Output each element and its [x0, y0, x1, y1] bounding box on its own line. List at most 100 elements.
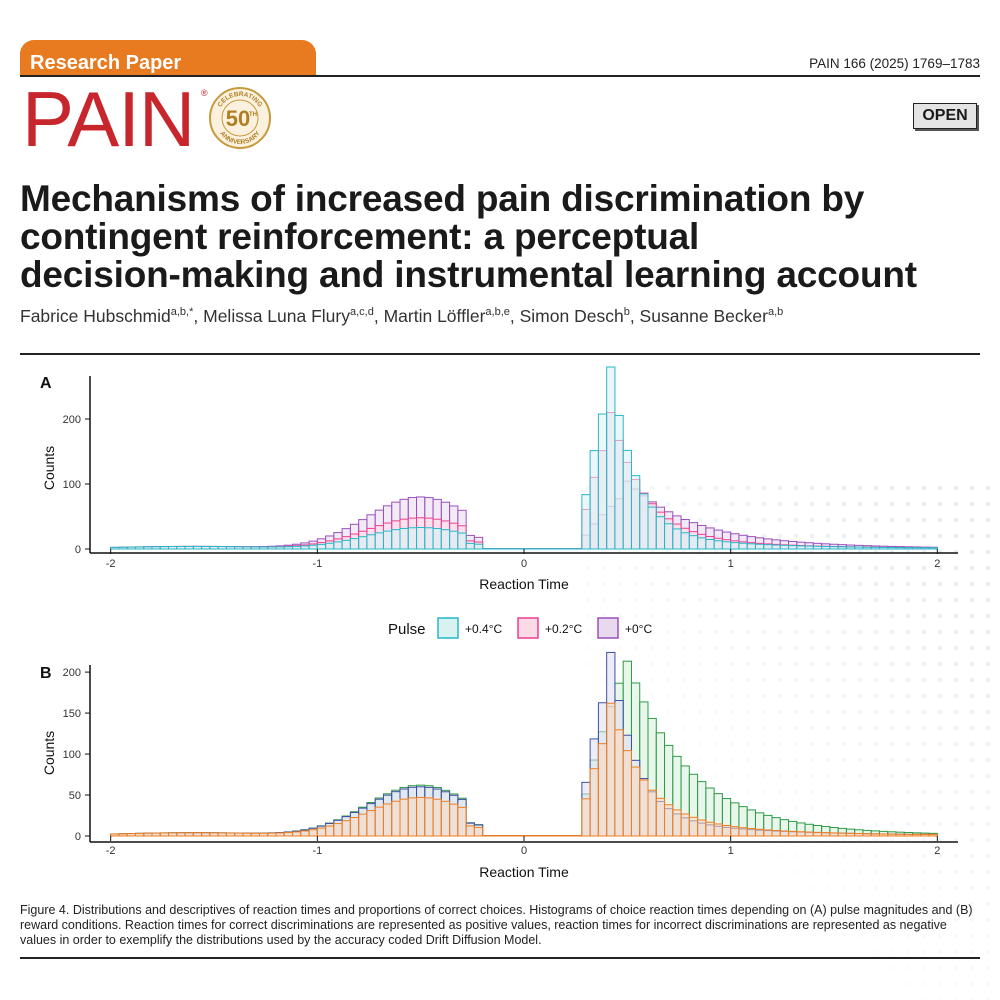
y-tick-label: 50	[69, 790, 81, 802]
legend-swatch-0	[597, 617, 619, 639]
histogram-bar	[837, 832, 847, 837]
histogram-bar	[209, 545, 219, 550]
histogram-bar	[349, 817, 360, 837]
histogram-bar	[754, 828, 765, 837]
histogram-bar	[225, 546, 236, 550]
histogram-bar	[581, 494, 591, 550]
histogram-bar	[134, 546, 145, 550]
histogram-bar	[151, 546, 161, 550]
author-separator: ,	[373, 306, 384, 326]
histogram-bar	[763, 544, 773, 550]
caption-text: Distributions and descriptives of reacti…	[20, 903, 973, 947]
histogram-bar	[143, 832, 153, 837]
histogram-bar	[473, 543, 484, 550]
x-tick-label: -1	[312, 558, 322, 570]
histogram-bar	[887, 833, 897, 837]
histogram-bar	[664, 804, 674, 837]
histogram-bar	[920, 547, 930, 550]
histogram-bar	[713, 540, 723, 550]
histogram-bar	[382, 530, 393, 550]
histogram-bar	[730, 542, 740, 550]
histogram-bar	[680, 532, 690, 550]
panel-b-label: B	[40, 665, 52, 682]
histogram-bar	[647, 506, 657, 550]
histogram-bar	[680, 813, 690, 837]
histogram-bar	[821, 545, 831, 550]
panel-b: B -2 -1 0 1 2 0 50 100 150 200 Reaction Time Coun…	[40, 651, 958, 880]
y-tick-label: 0	[75, 831, 81, 843]
author-name: Martin Löffler	[383, 306, 486, 326]
histogram-bar	[473, 826, 484, 837]
histogram-bar	[845, 546, 856, 550]
histogram-bar	[721, 824, 732, 837]
anniversary-seal-icon: CELEBRATING ANNIVERSARY 50 TH	[209, 87, 271, 149]
histogram-bar	[407, 797, 418, 837]
histogram-bar	[168, 832, 178, 837]
histogram-bar	[457, 806, 467, 837]
histogram-bar	[341, 539, 351, 550]
histogram-bar	[837, 546, 847, 550]
histogram-bar	[209, 832, 219, 837]
histogram-bar	[168, 545, 178, 550]
legend-label-02: +0.2°C	[545, 622, 582, 636]
histogram-bar	[796, 831, 806, 837]
seal-number: 50	[226, 106, 250, 131]
histogram-bar	[159, 546, 170, 550]
author-name: Fabrice Hubschmid	[20, 306, 171, 326]
histogram-bar	[151, 832, 161, 837]
title-rule	[20, 353, 980, 355]
histogram-bar	[325, 542, 335, 550]
author-separator: ,	[193, 306, 204, 326]
histogram-bar	[912, 547, 922, 550]
histogram-bar	[275, 546, 285, 550]
author-separator: ,	[509, 306, 520, 326]
histogram-bar	[217, 832, 227, 837]
histogram-bar	[870, 833, 880, 837]
x-tick-label: 1	[728, 558, 734, 570]
histogram-bar	[159, 832, 170, 837]
histogram-bar	[845, 832, 856, 837]
histogram-bar	[292, 545, 302, 550]
histogram-bar	[349, 538, 360, 550]
histogram-bar	[829, 546, 839, 550]
title-line-1: Mechanisms of increased pain discriminat…	[20, 178, 865, 219]
histogram-bar	[647, 789, 657, 837]
histogram-bar	[126, 546, 136, 550]
histogram-bar	[308, 544, 318, 550]
y-tick-label: 200	[63, 414, 81, 426]
histogram-bar	[465, 825, 475, 837]
histogram-bar	[688, 535, 699, 550]
histogram-bar	[664, 523, 674, 550]
histogram-bar	[771, 829, 781, 837]
title-line-2: contingent reinforcement: a perceptual	[20, 216, 700, 257]
histogram-bar	[366, 810, 376, 837]
panel-a: A -2 -1 0 1 2 0 100 200 Reaction Time Counts	[40, 366, 958, 592]
histogram-bar	[878, 833, 889, 837]
histogram-bar	[283, 546, 294, 550]
histogram-bar	[606, 366, 616, 550]
histogram-bar	[407, 527, 418, 550]
histogram-bar	[630, 766, 641, 837]
histogram-bar	[316, 827, 327, 837]
histogram-bar	[242, 546, 252, 550]
histogram-bar	[779, 544, 790, 550]
histogram-bar	[465, 542, 475, 550]
histogram-bar	[746, 543, 756, 550]
x-tick-label: 2	[934, 845, 940, 857]
author-name: Melissa Luna Flury	[203, 306, 350, 326]
histogram-bar	[903, 547, 914, 550]
histogram-bar	[358, 536, 368, 550]
histogram-bar	[804, 545, 814, 550]
histogram-bar	[912, 833, 922, 837]
histogram-bar	[457, 532, 467, 550]
histogram-bar	[126, 833, 136, 837]
panel-a-ylabel: Counts	[41, 446, 57, 490]
author-name: Simon Desch	[519, 306, 624, 326]
panel-b-ylabel: Counts	[41, 731, 57, 775]
histogram-bar	[630, 475, 641, 550]
histogram-bar	[258, 546, 269, 550]
histogram-bar	[895, 833, 905, 837]
author-affiliation: b	[623, 306, 630, 318]
histogram-bar	[688, 816, 699, 837]
histogram-bar	[597, 413, 608, 550]
